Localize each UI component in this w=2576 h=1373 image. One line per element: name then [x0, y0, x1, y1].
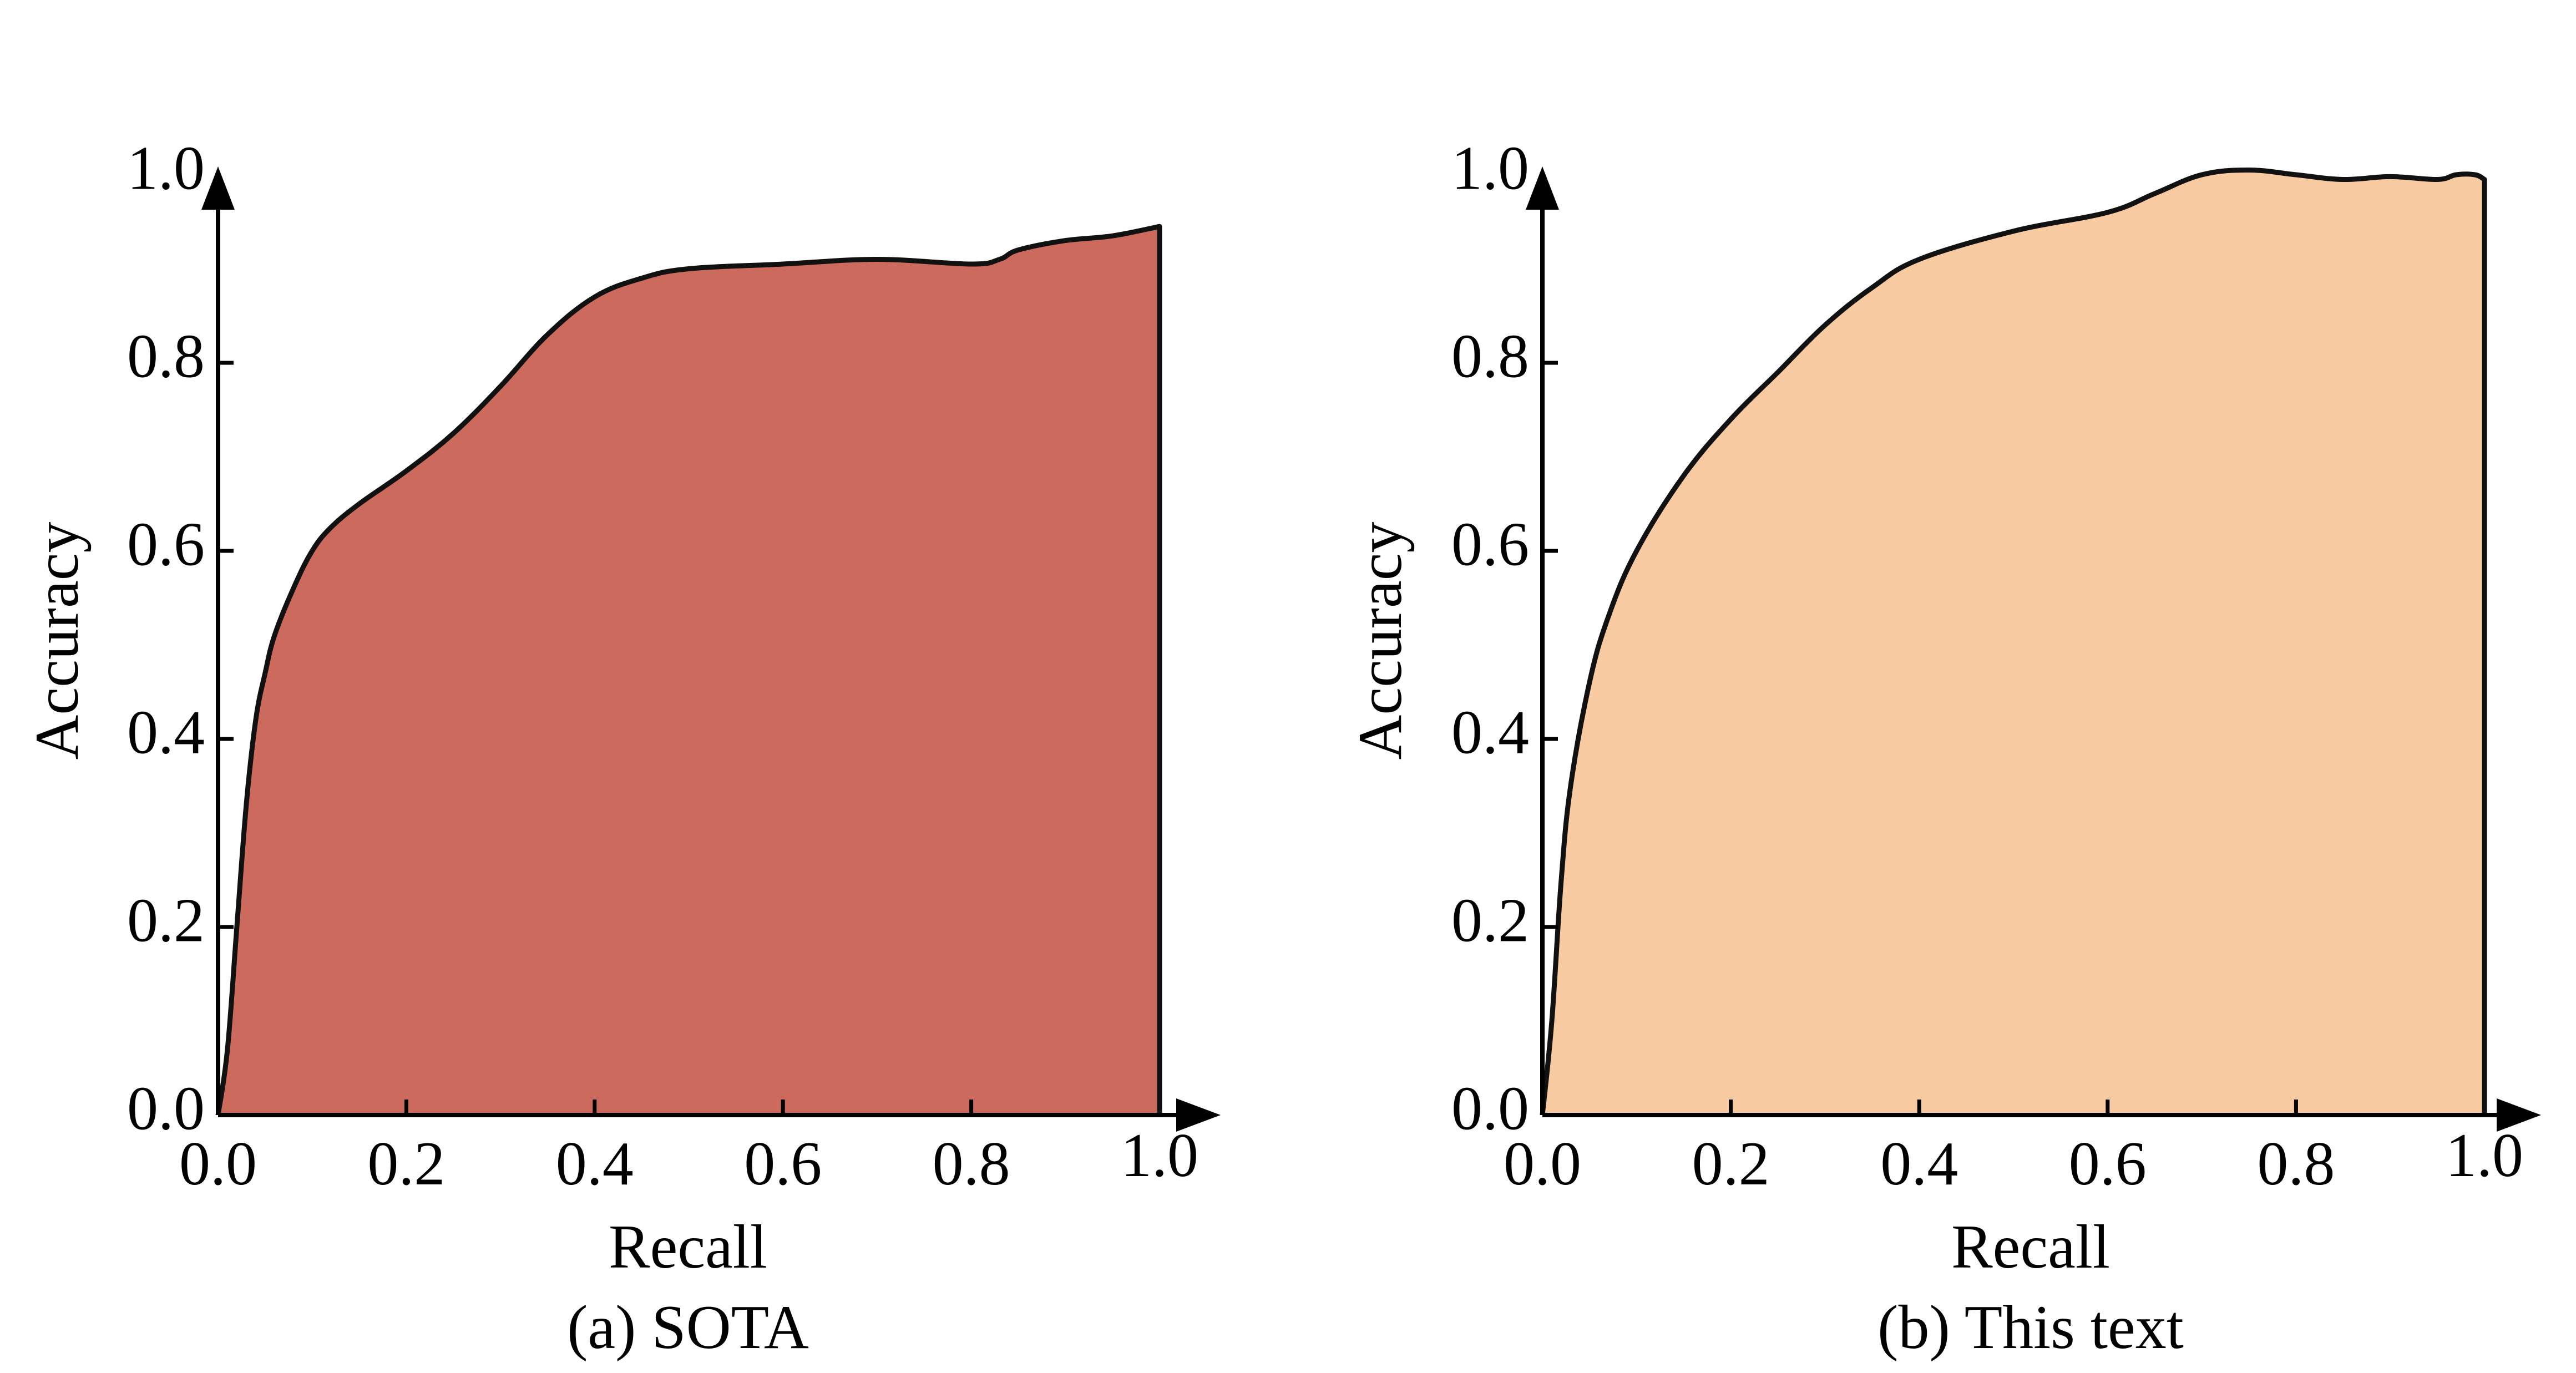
x-tick-label: 0.4 — [556, 1129, 634, 1198]
y-ticks: 0.0 0.2 0.4 0.6 0.8 1.0 — [127, 134, 234, 1143]
x-tick-label: 0.8 — [933, 1129, 1010, 1198]
x-tick-label: 0.2 — [367, 1129, 445, 1198]
y-tick-label: 0.6 — [127, 510, 205, 579]
area-fill-sota — [218, 226, 1160, 1116]
x-tick-label: 0.6 — [2069, 1129, 2147, 1198]
x-tick-label: 0.4 — [1880, 1129, 1958, 1198]
y-tick-label: 0.2 — [127, 886, 205, 955]
y-tick-label: 1.0 — [127, 134, 205, 203]
y-tick-label: 0.0 — [127, 1075, 205, 1143]
y-axis-arrow-icon — [201, 166, 235, 210]
y-tick-label: 0.8 — [127, 322, 205, 391]
area-outline-this-text — [1540, 168, 2487, 1116]
y-tick-label: 0.2 — [1451, 886, 1529, 955]
y-tick-label: 0.8 — [1451, 322, 1529, 391]
panel-sota: 0.0 0.2 0.4 0.6 0.8 1.0 0.0 0.2 0.4 0.6 0.8 1.0 Ac… — [23, 134, 1221, 1362]
y-tick-label: 0.4 — [1451, 698, 1529, 767]
x-ticks: 0.0 0.2 0.4 0.6 0.8 1.0 — [1504, 1100, 2523, 1198]
x-axis-arrow-icon — [2497, 1098, 2541, 1132]
x-axis-title: Recall — [1951, 1213, 2110, 1281]
x-axis-arrow-icon — [1176, 1098, 1221, 1132]
panel-caption: (a) SOTA — [567, 1293, 809, 1362]
y-tick-label: 0.6 — [1451, 510, 1529, 579]
x-axis-title: Recall — [609, 1213, 767, 1281]
x-tick-label: 0.2 — [1692, 1129, 1770, 1198]
x-tick-label: 1.0 — [1121, 1121, 1198, 1190]
x-ticks: 0.0 0.2 0.4 0.6 0.8 1.0 — [179, 1100, 1198, 1198]
x-tick-label: 0.0 — [179, 1129, 257, 1198]
y-tick-label: 0.4 — [127, 698, 205, 767]
panel-caption: (b) This text — [1877, 1293, 2184, 1362]
y-tick-label: 1.0 — [1451, 134, 1529, 203]
x-tick-label: 0.8 — [2257, 1129, 2335, 1198]
x-tick-label: 0.0 — [1504, 1129, 1581, 1198]
y-ticks: 0.0 0.2 0.4 0.6 0.8 1.0 — [1451, 134, 1558, 1143]
y-axis-title: Accuracy — [23, 521, 92, 759]
panel-this-text: 0.0 0.2 0.4 0.6 0.8 1.0 0.0 0.2 0.4 0.6 0.8 1.0 Ac… — [1346, 134, 2541, 1362]
y-tick-label: 0.0 — [1451, 1075, 1529, 1143]
area-fill-this-text — [1542, 170, 2484, 1115]
area-outline-sota — [215, 224, 1162, 1116]
y-axis-title: Accuracy — [1346, 521, 1415, 759]
x-tick-label: 0.6 — [744, 1129, 822, 1198]
x-tick-label: 1.0 — [2446, 1121, 2523, 1190]
y-axis-arrow-icon — [1526, 166, 1559, 210]
